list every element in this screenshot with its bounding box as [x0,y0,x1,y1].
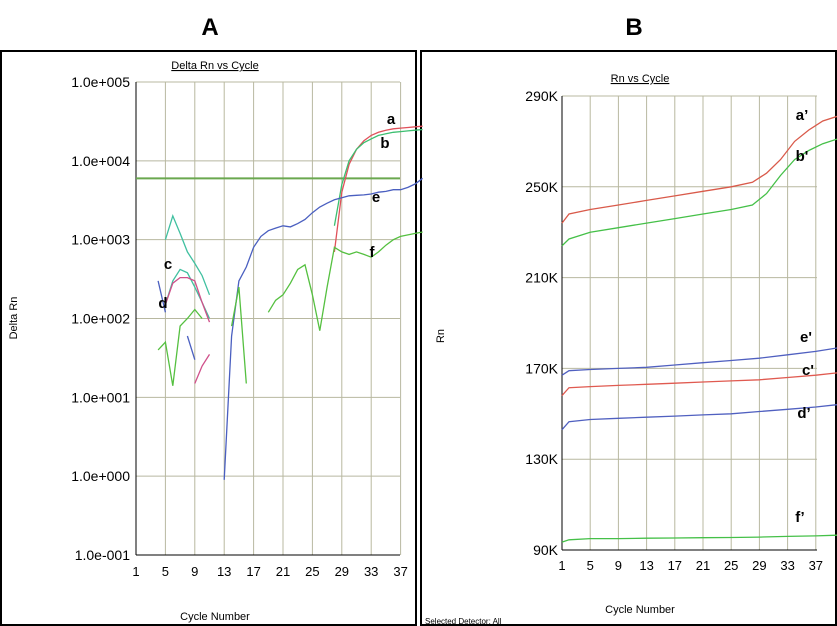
chart-a-series-f2 [230,286,247,384]
chart-b-annotation: f’ [795,509,804,526]
chart-a-annotation: a [387,111,396,128]
chart-b-footer: Selected Detector: All [425,617,502,626]
chart-b-ytick-label: 170K [525,360,558,376]
chart-a-series-c2 [164,213,211,296]
chart-a-ylabel: Delta Rn [8,297,20,340]
panel-b-letter: B [625,14,643,41]
chart-b-ytick-label: 290K [525,88,558,104]
chart-b-title: Rn vs Cycle [611,73,670,85]
chart-b-series-line [561,372,837,397]
chart-b-ytick-label: 130K [525,451,558,467]
chart-b-text: 1 5 9 13 17 21 25 29 33 37 290K 250K 210K 170K 130K 90K… [425,73,823,626]
chart-a-ytick-label: 1.0e+001 [71,389,130,405]
chart-b-grid [561,95,817,551]
chart-a-series-d [164,276,211,323]
chart-b-annotation: a’ [796,107,809,124]
chart-b-series-line [561,534,837,543]
chart-a-ytick-label: 1.0e+003 [71,232,130,248]
chart-a-annotation: f [370,244,376,261]
chart-a-series-b [333,128,423,226]
chart-a-ytick-label: 1.0e+005 [71,74,130,90]
chart-a-xtick-label: 9 [191,564,198,579]
chart-b-series-line [561,404,837,431]
panel-a-letter: A [201,14,219,41]
chart-a-xtick-label: 29 [335,564,349,579]
chart-a-xtick-label: 1 [132,564,139,579]
chart-a-series-f [157,308,203,386]
chart-b-xtick-label: 21 [696,558,710,573]
chart-b-annotation: b' [796,148,809,165]
chart-b-ytick-label: 210K [525,270,558,286]
panel-b-frame [420,50,837,626]
chart-b-xlabel: Cycle Number [605,604,675,616]
chart-a-ytick-label: 1.0e+004 [71,153,130,169]
chart-a-series-e3 [223,177,423,480]
chart-b-series-line [561,115,837,224]
chart-b-annotation: c' [802,362,814,379]
chart-a-grid [135,81,402,556]
chart-a-xtick-label: 13 [217,564,231,579]
chart-a-series [136,125,423,480]
chart-b-xtick-label: 37 [809,558,823,573]
chart-b-series [561,115,837,543]
chart-b-ylabel: Rn [435,329,447,343]
chart-b-xtick-label: 9 [615,558,622,573]
chart-a-annotation: b [380,135,389,152]
chart-a-ytick-label: 1.0e+002 [71,311,130,327]
chart-b-series-line [561,347,837,376]
chart-b-ytick-label: 90K [533,542,559,558]
chart-b-xtick-label: 33 [780,558,794,573]
chart-a-annotation: e [372,189,380,206]
chart-b-annotation: e' [800,329,812,346]
chart-a-text: 1 5 9 13 17 21 25 29 33 37 1.0e+005 1.0e+004 1.0e+00… [8,60,408,623]
chart-a-series-e [157,280,167,313]
chart-b-series-line [561,138,837,247]
chart-a-xtick-label: 17 [246,564,260,579]
chart-b-xtick-label: 1 [558,558,565,573]
chart-a-xtick-label: 37 [393,564,407,579]
chart-a-xlabel: Cycle Number [180,611,250,623]
chart-a-ytick-label: 1.0e-001 [75,547,130,563]
chart-b-xtick-label: 5 [587,558,594,573]
chart-b-annotation: d’ [797,405,810,422]
chart-a-annotation: c [164,256,172,273]
chart-b-ytick-label: 250K [525,179,558,195]
chart-a-series-e2 [186,335,196,360]
chart-a-ytick-label: 1.0e+000 [71,468,130,484]
chart-a-xtick-label: 21 [276,564,290,579]
chart-a-annotation: d [158,295,167,312]
chart-a-title: Delta Rn vs Cycle [171,60,258,72]
panel-a-frame [0,50,417,626]
chart-b-xtick-label: 25 [724,558,738,573]
chart-a-xtick-label: 5 [162,564,169,579]
chart-a-xtick-label: 33 [364,564,378,579]
chart-a-series-f3 [267,231,423,331]
chart-a-series-d2 [194,354,211,384]
chart-b-xtick-label: 29 [752,558,766,573]
chart-a-xtick-label: 25 [305,564,319,579]
chart-b-xtick-label: 13 [639,558,653,573]
chart-b-xtick-label: 17 [668,558,682,573]
chart-a-series-a [333,125,423,252]
